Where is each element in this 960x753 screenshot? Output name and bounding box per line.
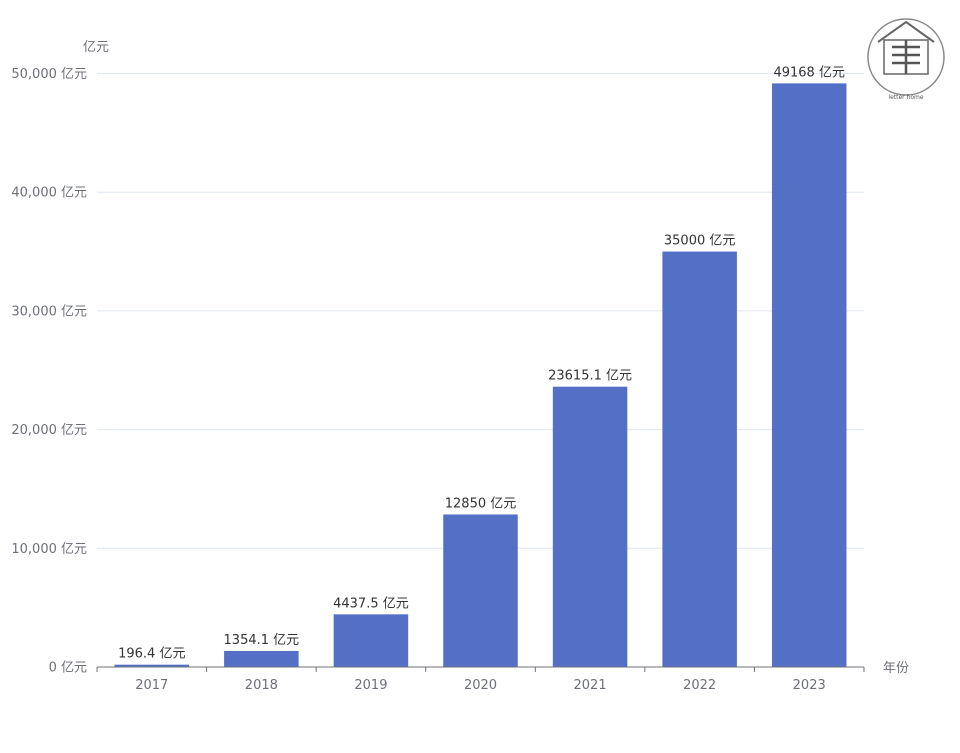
y-tick-label: 20,000 亿元 [11, 423, 87, 438]
x-tick-label: 2023 [793, 678, 826, 693]
x-tick-label: 2022 [683, 678, 716, 693]
y-axis-unit-label: 亿元 [83, 40, 109, 55]
data-label-2022: 35000 亿元 [664, 234, 736, 249]
data-labels: 196.4 亿元 1354.1 亿元 4437.5 亿元 12850 亿元 23615.… [118, 65, 845, 661]
data-label-2019: 4437.5 亿元 [333, 596, 409, 611]
grid-lines [97, 73, 864, 549]
x-tick-label: 2020 [464, 678, 497, 693]
bar-2022 [662, 251, 737, 668]
y-tick-label: 10,000 亿元 [11, 542, 87, 557]
bar-2020 [443, 514, 518, 667]
bar-2023 [771, 83, 847, 667]
y-tick-label: 40,000 亿元 [11, 186, 87, 201]
logo: letter home [867, 18, 945, 101]
axes: 0 亿元 10,000 亿元 20,000 亿元 30,000 亿元 40,000 亿元… [11, 67, 865, 693]
x-axis-name-label: 年份 [883, 661, 909, 676]
y-tick-label: 30,000 亿元 [11, 304, 87, 319]
bar-2021 [552, 386, 628, 667]
x-tick-label: 2021 [574, 678, 607, 693]
x-tick-label: 2017 [135, 678, 168, 693]
x-tick-label: 2019 [354, 678, 387, 693]
x-tick-label: 2018 [245, 678, 278, 693]
data-label-2020: 12850 亿元 [445, 496, 517, 511]
bar-2018 [224, 650, 299, 667]
bars [114, 83, 847, 668]
y-tick-label: 50,000 亿元 [11, 67, 87, 82]
y-tick-label: 0 亿元 [49, 661, 87, 676]
data-label-2023: 49168 亿元 [773, 65, 845, 80]
data-label-2021: 23615.1 亿元 [548, 369, 632, 384]
logo-text: letter home [888, 94, 923, 101]
data-label-2017: 196.4 亿元 [118, 647, 185, 662]
bar-2019 [333, 614, 409, 667]
bar-2017 [114, 664, 190, 667]
data-label-2018: 1354.1 亿元 [224, 633, 300, 648]
